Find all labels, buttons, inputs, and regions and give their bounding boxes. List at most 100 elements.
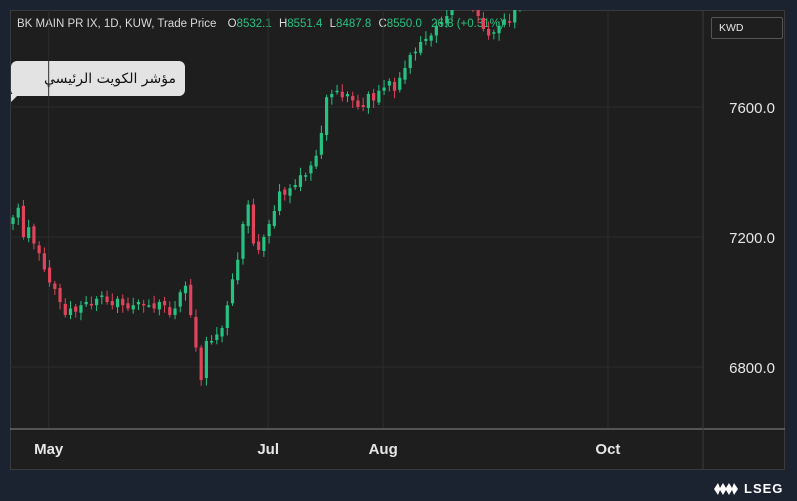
candle-body — [68, 308, 73, 315]
candle — [68, 301, 73, 320]
candle-body — [257, 241, 261, 250]
candle-body — [392, 81, 397, 91]
candle-body — [419, 42, 423, 53]
candle-body — [47, 267, 52, 283]
candle — [37, 241, 41, 261]
candle-body — [377, 90, 381, 103]
axes: 6800.07200.07600.08000.08400.0MayJulAugO… — [10, 10, 785, 470]
x-tick-label: Aug — [369, 441, 398, 458]
candle-body — [204, 341, 208, 379]
candle — [330, 89, 334, 105]
candle — [189, 278, 193, 318]
candle-body — [481, 17, 485, 29]
candle-body — [131, 305, 135, 310]
y-tick-label: 7600.0 — [729, 100, 775, 117]
candle — [434, 21, 438, 43]
candle — [382, 80, 386, 95]
candle-body — [79, 305, 83, 313]
candle-body — [251, 204, 256, 244]
candle-body — [476, 10, 480, 17]
candle — [121, 294, 125, 313]
candle-body — [21, 205, 26, 237]
candle — [257, 234, 261, 255]
x-tick-label: Jul — [257, 441, 279, 458]
change-value: 26.8 (+0.31%) — [431, 18, 504, 30]
candle — [210, 335, 214, 345]
candle — [408, 52, 412, 74]
candle-body — [429, 35, 433, 41]
candle — [356, 94, 360, 110]
candle — [183, 281, 188, 301]
candle-body — [115, 298, 120, 308]
candle-body — [267, 224, 271, 237]
candle-body — [434, 25, 438, 36]
candle — [419, 36, 423, 56]
candle — [11, 214, 15, 230]
candle-body — [136, 302, 141, 305]
candle-body — [74, 306, 78, 312]
candle — [236, 252, 240, 285]
candle-body — [335, 90, 339, 93]
candle — [377, 84, 381, 106]
candle — [288, 184, 292, 204]
candle — [79, 301, 83, 321]
candle — [507, 13, 512, 27]
candle-body — [89, 303, 93, 306]
candle-body — [513, 10, 517, 23]
candle — [110, 293, 114, 310]
candle-body — [492, 32, 496, 34]
candle — [220, 325, 224, 343]
candle — [131, 297, 135, 314]
candle — [492, 29, 496, 40]
candle — [42, 247, 46, 273]
candle-body — [293, 185, 297, 188]
candle-body — [142, 303, 146, 306]
close-label: C — [378, 18, 387, 30]
high-value: 8551.4 — [287, 18, 323, 30]
candle-body — [105, 296, 109, 302]
candle-body — [487, 29, 491, 36]
candle-body — [330, 94, 334, 98]
candle-body — [345, 94, 350, 97]
candle — [215, 327, 219, 345]
candle-body — [507, 21, 512, 23]
candle — [225, 301, 229, 336]
candle — [387, 78, 391, 92]
candle-body — [11, 217, 15, 224]
candle — [319, 125, 323, 159]
candle — [324, 94, 329, 141]
candle — [199, 344, 203, 386]
chart-panel: BK MAIN PR IX, 1D, KUW, Trade Price O853… — [10, 10, 785, 470]
x-tick-label: May — [34, 441, 64, 458]
candle — [335, 84, 339, 95]
candle-body — [304, 175, 308, 177]
grid — [10, 10, 703, 429]
candle — [100, 291, 104, 305]
candle — [142, 299, 146, 313]
candle — [272, 205, 276, 229]
annotation-bubble-tail — [11, 94, 19, 102]
candle — [251, 198, 256, 247]
lseg-mark-icon — [714, 482, 738, 495]
candle-body — [183, 285, 188, 294]
candle — [497, 21, 501, 41]
open-value: 8532.1 — [236, 18, 272, 30]
candle — [27, 219, 31, 243]
candle-body — [366, 94, 371, 108]
candle-body — [382, 87, 386, 91]
candle — [450, 10, 454, 21]
candle-body — [152, 303, 156, 309]
candle — [476, 10, 480, 24]
candle — [366, 91, 371, 114]
close-value: 8550.0 — [386, 18, 422, 30]
brand-label: LSEG — [744, 481, 784, 496]
candle — [241, 221, 245, 265]
candle — [277, 184, 282, 216]
candle — [152, 295, 156, 313]
candle — [309, 161, 313, 181]
candle-body — [439, 22, 444, 24]
candle-body — [497, 25, 501, 34]
currency-selector[interactable]: KWD — [711, 17, 783, 39]
candle-body — [27, 227, 31, 238]
candle — [136, 299, 141, 311]
